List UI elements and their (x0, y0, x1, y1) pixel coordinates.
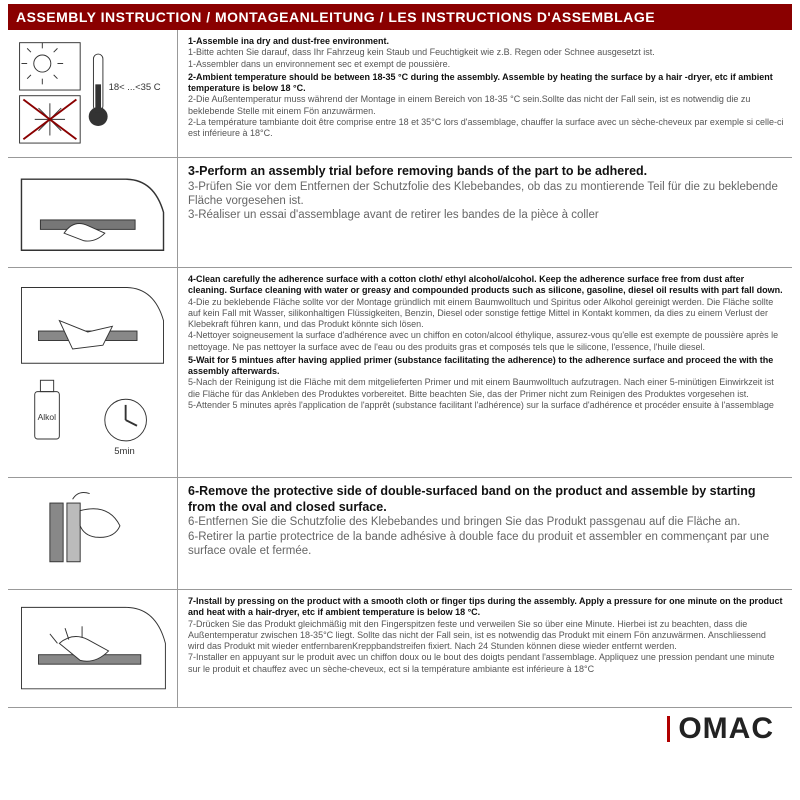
step7-de: 7-Drücken Sie das Produkt gleichmäßig mi… (188, 619, 784, 653)
sun-snow-thermometer-icon: 18< ...<35 C (12, 37, 173, 151)
step-1-2-row: 18< ...<35 C 1-Assemble ina dry and dust… (8, 30, 792, 158)
step4-lead: 4-Clean carefully the adherence surface … (188, 274, 784, 297)
step7-fr: 7-Installer en appuyant sur le produit a… (188, 652, 784, 675)
step-4-5-row: Alkol 5min 4-Clean carefully the adheren… (8, 268, 792, 478)
step-1-2-text: 1-Assemble ina dry and dust-free environ… (178, 30, 792, 157)
step-6-text: 6-Remove the protective side of double-s… (178, 478, 792, 589)
step5-de: 5-Nach der Reinigung ist die Fläche mit … (188, 377, 784, 400)
step2-lead: 2-Ambient temperature should be between … (188, 72, 784, 95)
step4-fr: 4-Nettoyer soigneusement la surface d'ad… (188, 330, 784, 353)
brand-accent-bar (667, 716, 670, 742)
assembly-instruction-sheet: ASSEMBLY INSTRUCTION / MONTAGEANLEITUNG … (0, 0, 800, 800)
brand-footer: OMAC (8, 708, 792, 748)
step5-fr: 5-Attender 5 minutes après l'application… (188, 400, 784, 411)
step-6-row: 6-Remove the protective side of double-s… (8, 478, 792, 590)
environment-icon: 18< ...<35 C (8, 30, 178, 157)
step1-fr: 1-Assembler dans un environnement sec et… (188, 59, 784, 70)
step5-lead: 5-Wait for 5 mintues after having applie… (188, 355, 784, 378)
trial-fit-icon (8, 158, 178, 267)
step1-de: 1-Bitte achten Sie darauf, dass Ihr Fahr… (188, 47, 784, 58)
step6-lead: 6-Remove the protective side of double-s… (188, 484, 784, 515)
step3-lead: 3-Perform an assembly trial before remov… (188, 164, 784, 180)
step6-de: 6-Entfernen Sie die Schutzfolie des Kleb… (188, 515, 784, 529)
step3-de: 3-Prüfen Sie vor dem Entfernen der Schut… (188, 180, 784, 209)
press-install-icon (8, 590, 178, 707)
svg-text:Alkol: Alkol (38, 412, 57, 422)
svg-text:18< ...<35 C: 18< ...<35 C (109, 82, 161, 93)
step2-fr: 2-La température tambiante doit être com… (188, 117, 784, 140)
step-7-row: 7-Install by pressing on the product wit… (8, 590, 792, 708)
step3-fr: 3-Réaliser un essai d'assemblage avant d… (188, 208, 784, 222)
step-3-text: 3-Perform an assembly trial before remov… (178, 158, 792, 267)
svg-text:5min: 5min (114, 446, 135, 457)
step6-fr: 6-Retirer la partie protectrice de la ba… (188, 530, 784, 559)
remove-film-icon (8, 478, 178, 589)
document-title: ASSEMBLY INSTRUCTION / MONTAGEANLEITUNG … (8, 4, 792, 30)
step7-lead: 7-Install by pressing on the product wit… (188, 596, 784, 619)
step-4-5-text: 4-Clean carefully the adherence surface … (178, 268, 792, 477)
step-3-row: 3-Perform an assembly trial before remov… (8, 158, 792, 268)
step2-de: 2-Die Außentemperatur muss während der M… (188, 94, 784, 117)
step-7-text: 7-Install by pressing on the product wit… (178, 590, 792, 707)
clean-wait-icon: Alkol 5min (8, 268, 178, 477)
step1-lead: 1-Assemble ina dry and dust-free environ… (188, 36, 784, 47)
brand-logo-text: OMAC (678, 712, 774, 746)
step4-de: 4-Die zu beklebende Fläche sollte vor de… (188, 297, 784, 331)
